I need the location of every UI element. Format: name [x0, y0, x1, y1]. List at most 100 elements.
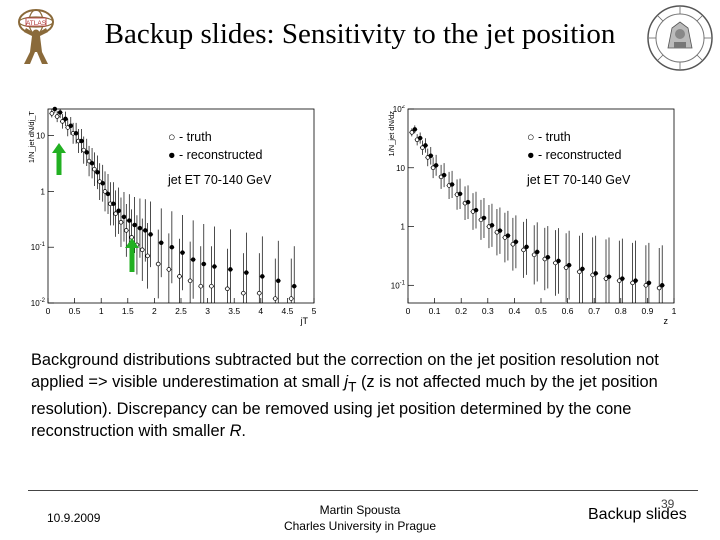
reconstructed-point	[489, 203, 495, 247]
truth-point	[59, 114, 65, 129]
reconstructed-point	[201, 224, 207, 303]
atlas-logo: ATLAS	[18, 9, 54, 64]
legend-reconstructed: ● - reconstructed	[527, 148, 621, 162]
y-tick-label: 10	[396, 164, 405, 173]
footer-date: 10.9.2009	[47, 511, 101, 525]
reconstructed-point	[593, 235, 599, 303]
reconstructed-point	[121, 192, 127, 242]
reconstructed-point	[105, 173, 111, 214]
y-tick-label: 10-1	[391, 280, 406, 290]
truth-point	[123, 204, 129, 257]
y-tick-label: 10-1	[31, 242, 46, 252]
truth-point	[521, 221, 527, 278]
truth-point	[118, 197, 124, 248]
truth-point	[54, 110, 60, 123]
truth-point	[49, 109, 55, 118]
reconstructed-point	[73, 122, 79, 144]
section-label: Backup slides	[588, 506, 687, 523]
truth-point	[139, 218, 145, 281]
y-tick-label: 1	[41, 187, 46, 196]
truth-point	[409, 128, 415, 137]
x-tick-label: 4.5	[281, 306, 293, 316]
truth-point	[419, 140, 425, 155]
reconstructed-point	[505, 210, 511, 261]
reconstructed-point	[259, 236, 265, 303]
reconstructed-point	[412, 125, 418, 134]
x-tick-label: 1	[672, 306, 677, 316]
truth-point	[224, 248, 230, 303]
page-number: 39	[661, 497, 675, 511]
reconstructed-point	[275, 240, 281, 303]
truth-point	[656, 247, 662, 303]
x-tick-label: 0.6	[562, 306, 574, 316]
x-tick-label: 3.5	[228, 306, 240, 316]
slide-title: Backup slides: Sensitivity to the jet po…	[104, 18, 616, 50]
reconstructed-point	[534, 222, 540, 282]
reconstructed-point	[158, 208, 164, 278]
author-name: Martin Spousta	[319, 503, 401, 517]
reconstructed-point	[513, 215, 519, 269]
x-tick-label: 0.7	[588, 306, 600, 316]
x-tick-label: 2.5	[175, 306, 187, 316]
legend-cut: jet ET 70-140 GeV	[526, 173, 631, 187]
footer-divider	[28, 490, 698, 491]
reconstructed-point	[211, 226, 217, 303]
truth-point	[177, 238, 182, 303]
reconstructed-point	[633, 240, 639, 303]
truth-point	[531, 225, 537, 285]
truth-point	[187, 241, 193, 303]
truth-point	[272, 258, 278, 303]
reconstructed-point	[52, 106, 58, 113]
reconstructed-point	[68, 116, 74, 135]
reconstructed-point	[110, 182, 116, 226]
reconstructed-point	[646, 242, 652, 303]
x-tick-label: 0.5	[535, 306, 547, 316]
reconstructed-point	[190, 220, 196, 299]
legend-cut: jet ET 70-140 GeV	[167, 173, 272, 187]
reconstructed-point	[579, 232, 585, 303]
reconstructed-point	[606, 237, 612, 303]
reconstructed-point	[291, 246, 297, 303]
reconstructed-point	[449, 170, 455, 199]
truth-point	[616, 240, 622, 303]
truth-point	[198, 246, 204, 303]
reconstructed-point	[243, 232, 249, 303]
truth-point	[166, 233, 172, 303]
reconstructed-point	[148, 201, 154, 268]
reconstructed-point	[142, 199, 148, 262]
reconstructed-point	[169, 211, 175, 284]
reconstructed-point	[428, 146, 434, 165]
z-distribution-plot: 0 0.1 0.2 0.3 0.4 0.5 0.6 0.7 0.8 0.9 1 10-1 1 10 102 z…	[387, 105, 677, 326]
truth-point	[643, 245, 649, 303]
truth-point	[113, 190, 119, 237]
reconstructed-point	[137, 198, 143, 258]
x-tick-label: 5	[312, 306, 317, 316]
truth-point	[552, 230, 558, 296]
x-tick-label: 0.2	[455, 306, 467, 316]
x-tick-label: 0.1	[429, 306, 441, 316]
reconstructed-point	[78, 129, 84, 154]
truth-point	[590, 237, 596, 303]
footer-author: Martin Spousta Charles University in Pra…	[260, 502, 460, 534]
reconstructed-point	[566, 230, 572, 300]
jt-subscript: T	[348, 379, 357, 395]
body-text-part: .	[241, 422, 246, 441]
x-tick-label: 0.3	[482, 306, 494, 316]
reconstructed-point	[180, 215, 185, 291]
x-tick-label: 4	[258, 306, 263, 316]
reconstructed-point	[497, 207, 503, 254]
reconstructed-point	[524, 218, 530, 275]
body-text: Background distributions subtracted but …	[31, 349, 706, 442]
y-tick-label: 1	[401, 223, 406, 232]
truth-point	[240, 253, 246, 303]
reconstructed-point	[62, 111, 68, 127]
reconstructed-point	[94, 155, 100, 190]
truth-point	[502, 212, 508, 263]
reconstructed-point	[441, 163, 447, 188]
y-tick-label: 10-2	[31, 298, 46, 308]
x-tick-label: 0	[406, 306, 411, 316]
y-axis-label: 1/N_jet dN/dj_T	[27, 111, 36, 164]
x-tick-label: 0.5	[69, 306, 81, 316]
body-text-part: (z is not affected much by the jet posit…	[31, 373, 658, 441]
reconstructed-point	[481, 197, 487, 238]
